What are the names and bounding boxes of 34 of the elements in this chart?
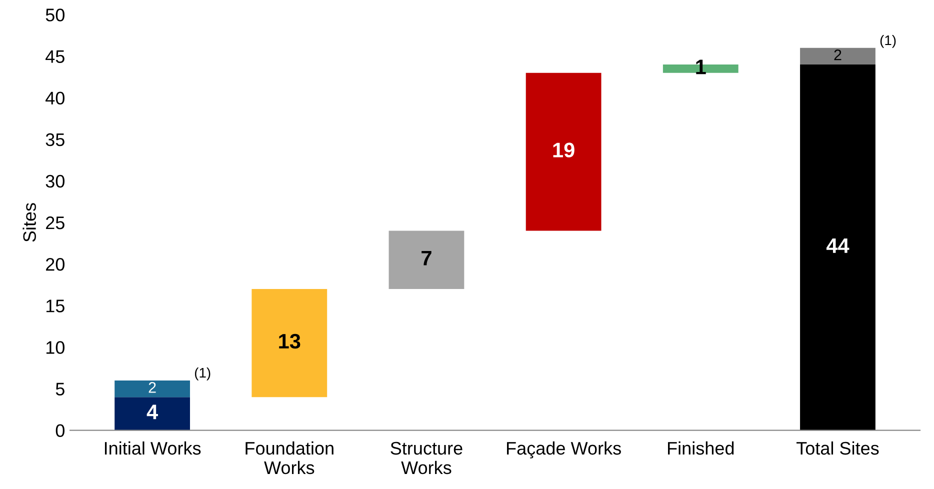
data-label: 2 [834,50,842,60]
y-tick-label: 40 [46,92,64,105]
y-axis-title: Sites [22,203,36,242]
bar [526,72,602,231]
data-label: 44 [826,238,850,253]
y-tick-label: 5 [56,382,64,396]
bar [388,230,464,289]
bar [114,380,190,398]
x-tick-label: Initial Works [104,441,201,455]
bar [252,289,328,398]
data-label: 13 [279,334,300,349]
data-label: 19 [553,142,574,158]
x-tick-label: Finished [668,441,734,455]
y-tick-label: 10 [46,341,64,354]
y-tick-label: 50 [46,8,64,22]
bar [114,397,190,430]
y-tick-label: 0 [56,424,64,438]
x-tick-label: Structure Works [390,442,462,474]
x-tick-label: Foundation Works [246,441,334,474]
y-tick-label: 35 [46,133,64,146]
y-tick-label: 20 [46,258,64,271]
x-tick-label: Total Sites [796,441,879,455]
data-label: 4 [146,404,158,420]
y-tick-label: 30 [46,174,64,188]
data-label: 7 [422,250,432,266]
annotation: (1) [880,34,896,48]
annotation: (1) [194,367,210,380]
y-tick-label: 25 [46,216,64,230]
y-tick-label: 45 [46,50,64,63]
bar [800,48,876,65]
y-tick-label: 15 [46,300,64,312]
x-tick-label: Façade Works [507,441,621,458]
data-label: 2 [148,382,156,393]
bar [800,64,876,430]
